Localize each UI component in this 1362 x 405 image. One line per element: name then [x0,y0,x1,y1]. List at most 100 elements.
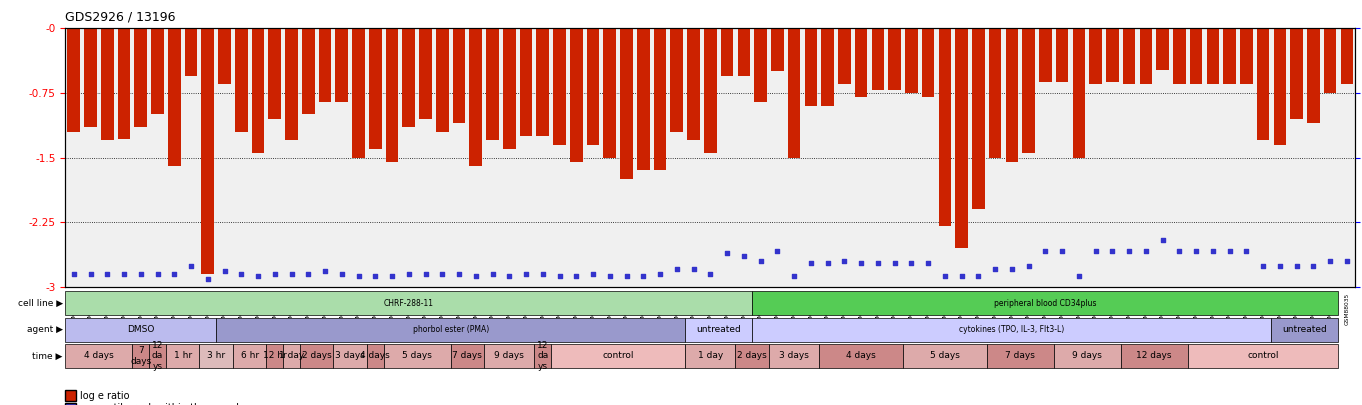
Point [1185,247,1207,254]
Bar [151,28,163,115]
Bar [1273,28,1286,145]
Bar [233,344,267,368]
Point [917,260,938,267]
Point [616,273,637,279]
Point [834,258,855,264]
Bar [334,344,366,368]
Text: 3 hr: 3 hr [207,352,225,360]
Bar [285,28,298,140]
Point [1001,265,1023,272]
Bar [787,28,801,158]
Bar [670,28,684,132]
Text: GDS2926 / 13196: GDS2926 / 13196 [65,10,176,23]
Point [515,271,537,277]
Bar [569,28,583,162]
Text: log e ratio: log e ratio [80,390,129,401]
Bar [1156,28,1169,70]
Bar [385,28,398,162]
Bar [452,28,466,123]
Bar [888,28,900,90]
Bar [752,318,1272,342]
Bar [117,28,131,139]
Point [682,265,704,272]
Bar [685,344,735,368]
Bar [484,344,534,368]
Text: 7
days: 7 days [131,346,151,366]
Bar [821,28,834,106]
Text: 12 days: 12 days [1136,352,1171,360]
Point [281,271,302,277]
Text: 2 days: 2 days [302,352,331,360]
Bar [552,344,685,368]
Text: untreated: untreated [1283,325,1328,334]
Bar [267,344,283,368]
Text: control: control [602,352,633,360]
Bar [1122,28,1136,84]
Text: CHRF-288-11: CHRF-288-11 [384,299,433,308]
Point [749,258,771,264]
Point [432,271,454,277]
Bar [403,28,415,128]
Bar [855,28,868,97]
Point [365,273,387,279]
Bar [903,344,986,368]
Bar [353,28,365,158]
Bar [319,28,331,102]
Point [967,273,989,279]
Bar [101,28,113,140]
Text: time ▶: time ▶ [33,352,63,360]
Bar [755,28,767,102]
Point [1118,247,1140,254]
Point [900,260,922,267]
Point [1320,258,1342,264]
Point [1201,247,1223,254]
Text: cytokines (TPO, IL-3, Flt3-L): cytokines (TPO, IL-3, Flt3-L) [959,325,1065,334]
Bar [805,28,817,106]
Text: 6 hr: 6 hr [241,352,259,360]
Bar [185,28,197,76]
Text: 4 days: 4 days [84,352,114,360]
Point [951,273,972,279]
Point [448,271,470,277]
Text: percentile rank within the sample: percentile rank within the sample [80,403,245,405]
Point [799,260,821,267]
Bar [1090,28,1102,84]
Point [1068,273,1090,279]
Bar [688,28,700,140]
Text: 4 days: 4 days [846,352,876,360]
Text: 2 days: 2 days [737,352,767,360]
Bar [838,28,851,84]
Point [197,276,219,282]
Point [464,273,486,279]
Point [1252,263,1273,269]
Point [1169,247,1190,254]
Bar [436,28,448,132]
Point [247,273,268,279]
Point [1269,263,1291,269]
Point [565,273,587,279]
Point [414,271,436,277]
Bar [737,28,750,76]
Bar [451,344,484,368]
Point [817,260,839,267]
Bar [620,28,633,179]
Bar [148,344,166,368]
Bar [1308,28,1320,123]
Bar [819,344,903,368]
Text: 9 days: 9 days [494,352,524,360]
Bar [720,28,733,76]
Bar [68,28,80,132]
Bar [972,28,985,209]
Bar [168,28,181,166]
Point [381,273,403,279]
Point [1286,263,1308,269]
Bar [503,28,516,149]
Text: cell line ▶: cell line ▶ [18,299,63,308]
Point [1219,247,1241,254]
Point [866,260,888,267]
Point [113,271,135,277]
Point [1017,263,1039,269]
Bar [654,28,666,171]
Text: DMSO: DMSO [127,325,154,334]
Bar [1324,28,1336,93]
